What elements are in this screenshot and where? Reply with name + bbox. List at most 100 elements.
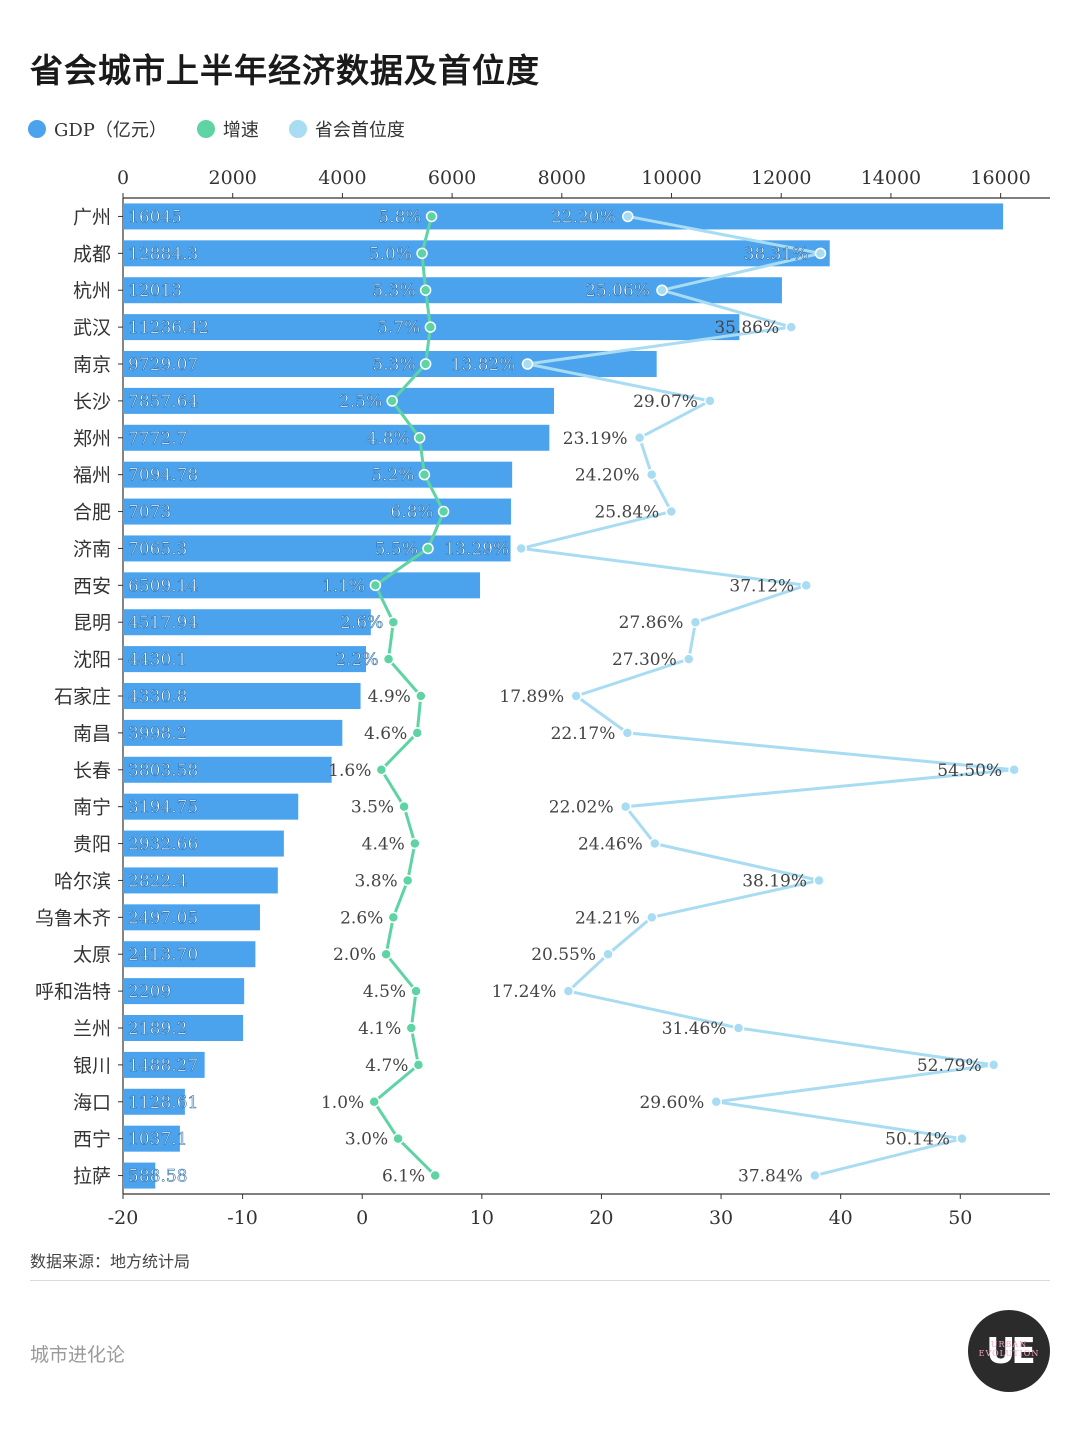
legend: GDP（亿元） 增速 省会首位度 bbox=[28, 116, 405, 142]
primacy-point bbox=[813, 874, 825, 887]
primacy-point bbox=[649, 837, 661, 850]
legend-item-primacy: 省会首位度 bbox=[288, 116, 405, 142]
gdp-value-label: 11236.42 bbox=[128, 318, 209, 338]
primacy-point bbox=[1008, 764, 1020, 776]
category-label: 长春 bbox=[73, 760, 111, 782]
growth-point bbox=[386, 395, 398, 407]
top-axis-tick-label: 0 bbox=[117, 167, 129, 189]
gdp-bar bbox=[123, 793, 299, 820]
growth-value-label: 2.6% bbox=[340, 613, 383, 633]
primacy-value-label: 27.30% bbox=[612, 650, 677, 670]
growth-value-label: 4.7% bbox=[365, 1056, 408, 1076]
gdp-value-label: 7772.7 bbox=[128, 429, 187, 449]
primacy-point bbox=[602, 948, 614, 960]
category-label: 南昌 bbox=[73, 723, 111, 745]
bottom-axis-tick-label: 0 bbox=[356, 1207, 368, 1229]
gdp-value-label: 3998.2 bbox=[128, 724, 187, 744]
gdp-bar bbox=[123, 1088, 185, 1115]
legend-label-primacy: 省会首位度 bbox=[314, 120, 405, 141]
gdp-bar bbox=[123, 424, 550, 451]
gdp-value-label: 3194.75 bbox=[128, 798, 198, 818]
growth-value-label: 2.6% bbox=[340, 908, 383, 928]
legend-marker-growth bbox=[196, 120, 215, 138]
bottom-axis-tick-label: 40 bbox=[829, 1207, 853, 1229]
primacy-value-label: 13.82% bbox=[451, 355, 516, 375]
gdp-value-label: 2209 bbox=[128, 982, 171, 1002]
primacy-point bbox=[619, 800, 632, 813]
growth-point bbox=[409, 837, 421, 850]
primacy-point bbox=[633, 432, 646, 444]
primacy-value-label: 25.06% bbox=[585, 281, 650, 301]
growth-value-label: 4.9% bbox=[368, 687, 411, 707]
data-source-note: 数据来源：地方统计局 bbox=[30, 1252, 191, 1271]
gdp-bar bbox=[123, 978, 245, 1005]
top-axis-tick-label: 6000 bbox=[428, 167, 476, 189]
gdp-bar bbox=[123, 719, 343, 746]
growth-point bbox=[437, 505, 450, 518]
growth-value-label: 5.0% bbox=[369, 244, 412, 264]
gdp-value-label: 1037.1 bbox=[128, 1130, 187, 1150]
footer-divider bbox=[30, 1280, 1050, 1281]
primacy-point bbox=[521, 358, 534, 370]
category-label: 南宁 bbox=[73, 797, 111, 819]
category-label: 成都 bbox=[73, 243, 111, 265]
primacy-value-label: 29.60% bbox=[639, 1093, 704, 1113]
gdp-bar bbox=[123, 240, 830, 267]
gdp-bar bbox=[123, 867, 278, 894]
growth-point bbox=[398, 800, 410, 813]
primacy-point bbox=[710, 1096, 723, 1108]
primacy-point bbox=[515, 542, 527, 555]
gdp-value-label: 12013 bbox=[128, 281, 182, 301]
gdp-value-label: 6509.14 bbox=[128, 576, 198, 596]
growth-point bbox=[410, 985, 422, 997]
gdp-value-label: 2497.05 bbox=[128, 908, 198, 928]
primacy-value-label: 24.46% bbox=[578, 835, 643, 855]
category-label: 拉萨 bbox=[73, 1166, 111, 1188]
growth-value-label: 4.1% bbox=[358, 1019, 401, 1039]
primacy-point bbox=[987, 1059, 1000, 1071]
chart-plot: 0 2000 4000 6000 8000 10000 12000 14000 16000 -20… bbox=[35, 167, 1050, 1229]
growth-value-label: 2.0% bbox=[333, 945, 376, 965]
gdp-bar bbox=[123, 1162, 156, 1189]
gdp-value-label: 4517.94 bbox=[128, 613, 198, 633]
gdp-value-label: 7065.3 bbox=[128, 539, 187, 559]
category-label: 呼和浩特 bbox=[35, 981, 111, 1003]
gdp-value-label: 1488.27 bbox=[128, 1056, 198, 1076]
bottom-axis-tick-label: 50 bbox=[948, 1207, 972, 1229]
primacy-point bbox=[809, 1169, 821, 1182]
growth-point bbox=[419, 284, 432, 296]
gdp-value-label: 1128.61 bbox=[128, 1093, 198, 1113]
legend-item-gdp: GDP（亿元） bbox=[28, 116, 167, 142]
top-axis-tick-label: 2000 bbox=[209, 167, 257, 189]
growth-point bbox=[415, 690, 427, 702]
primacy-point bbox=[656, 284, 668, 296]
growth-point bbox=[392, 1132, 404, 1145]
category-label: 郑州 bbox=[73, 428, 111, 450]
growth-point bbox=[375, 764, 388, 776]
primacy-value-label: 27.86% bbox=[619, 613, 684, 633]
gdp-value-label: 7857.64 bbox=[128, 392, 198, 412]
category-label: 太原 bbox=[73, 944, 111, 966]
gdp-value-label: 16045 bbox=[128, 207, 182, 227]
growth-value-label: 3.0% bbox=[345, 1130, 388, 1150]
category-label: 银川 bbox=[73, 1055, 111, 1077]
legend-marker-primacy bbox=[288, 120, 307, 138]
growth-point bbox=[413, 432, 426, 444]
category-label: 杭州 bbox=[73, 280, 111, 302]
growth-value-label: 4.6% bbox=[364, 724, 407, 744]
primacy-value-label: 25.84% bbox=[594, 503, 659, 523]
brand-logo: UE URBAN EVOLUTION bbox=[968, 1310, 1050, 1392]
gdp-bar bbox=[123, 609, 371, 636]
primacy-point bbox=[785, 321, 797, 333]
growth-value-label: 2.2% bbox=[335, 650, 378, 670]
gdp-bar bbox=[123, 941, 256, 968]
growth-point bbox=[425, 210, 438, 223]
growth-value-label: 5.5% bbox=[375, 539, 418, 559]
gdp-value-label: 7094.78 bbox=[128, 466, 198, 486]
gdp-bar bbox=[123, 203, 1004, 230]
primacy-point bbox=[646, 911, 658, 924]
logo-subtext: URBAN EVOLUTION bbox=[978, 1340, 1040, 1358]
primacy-value-label: 38.19% bbox=[742, 871, 807, 891]
primacy-value-label: 17.24% bbox=[492, 982, 557, 1002]
growth-point bbox=[422, 542, 434, 555]
